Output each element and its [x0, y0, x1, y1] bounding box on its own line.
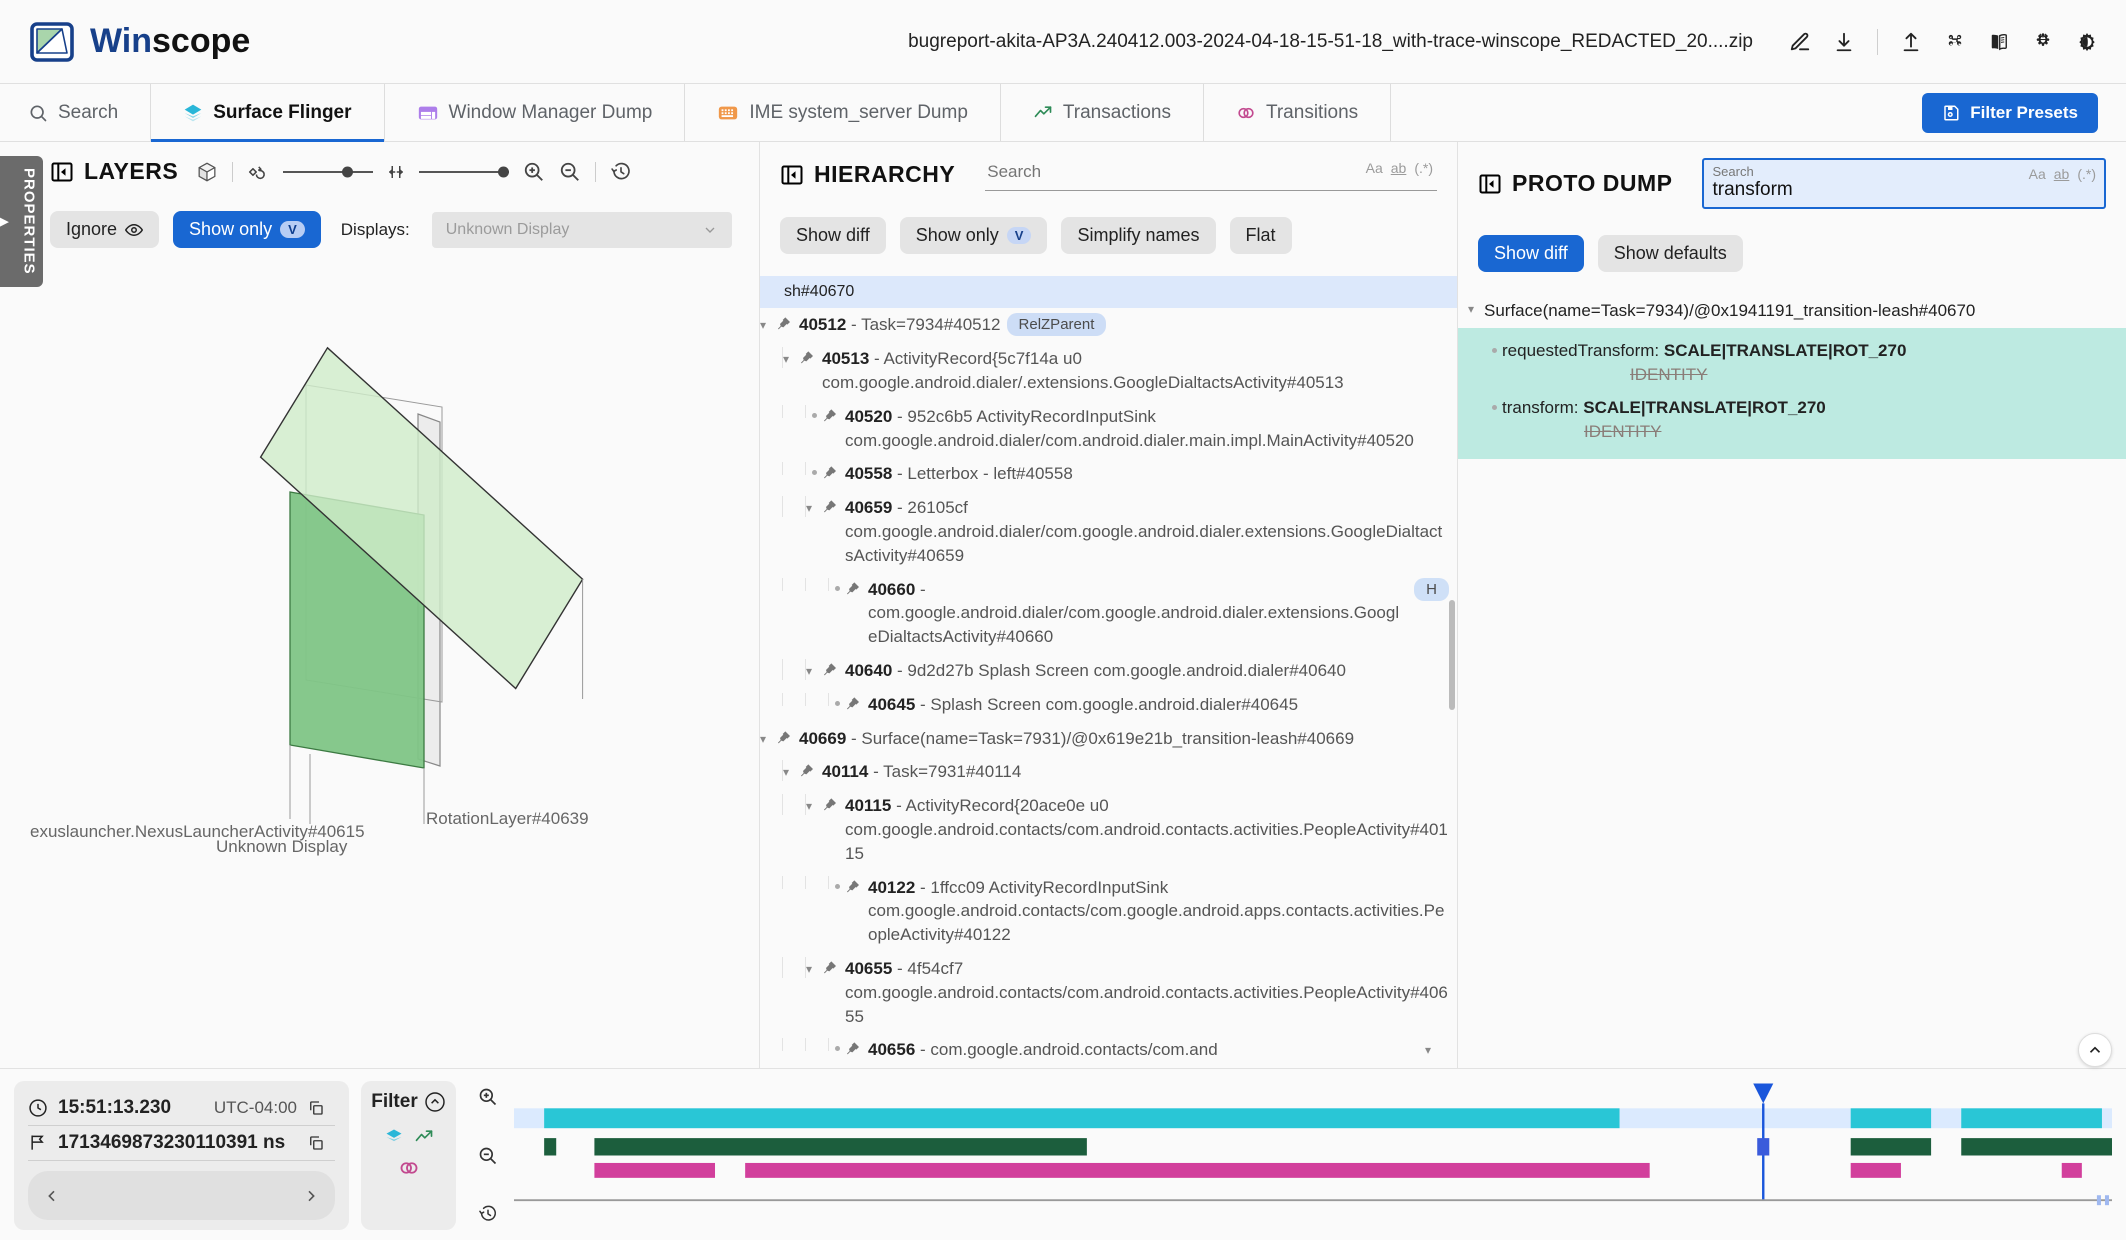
svg-text:Unknown Display: Unknown Display — [216, 837, 348, 856]
svg-text:RotationLayer#40639: RotationLayer#40639 — [426, 809, 589, 828]
